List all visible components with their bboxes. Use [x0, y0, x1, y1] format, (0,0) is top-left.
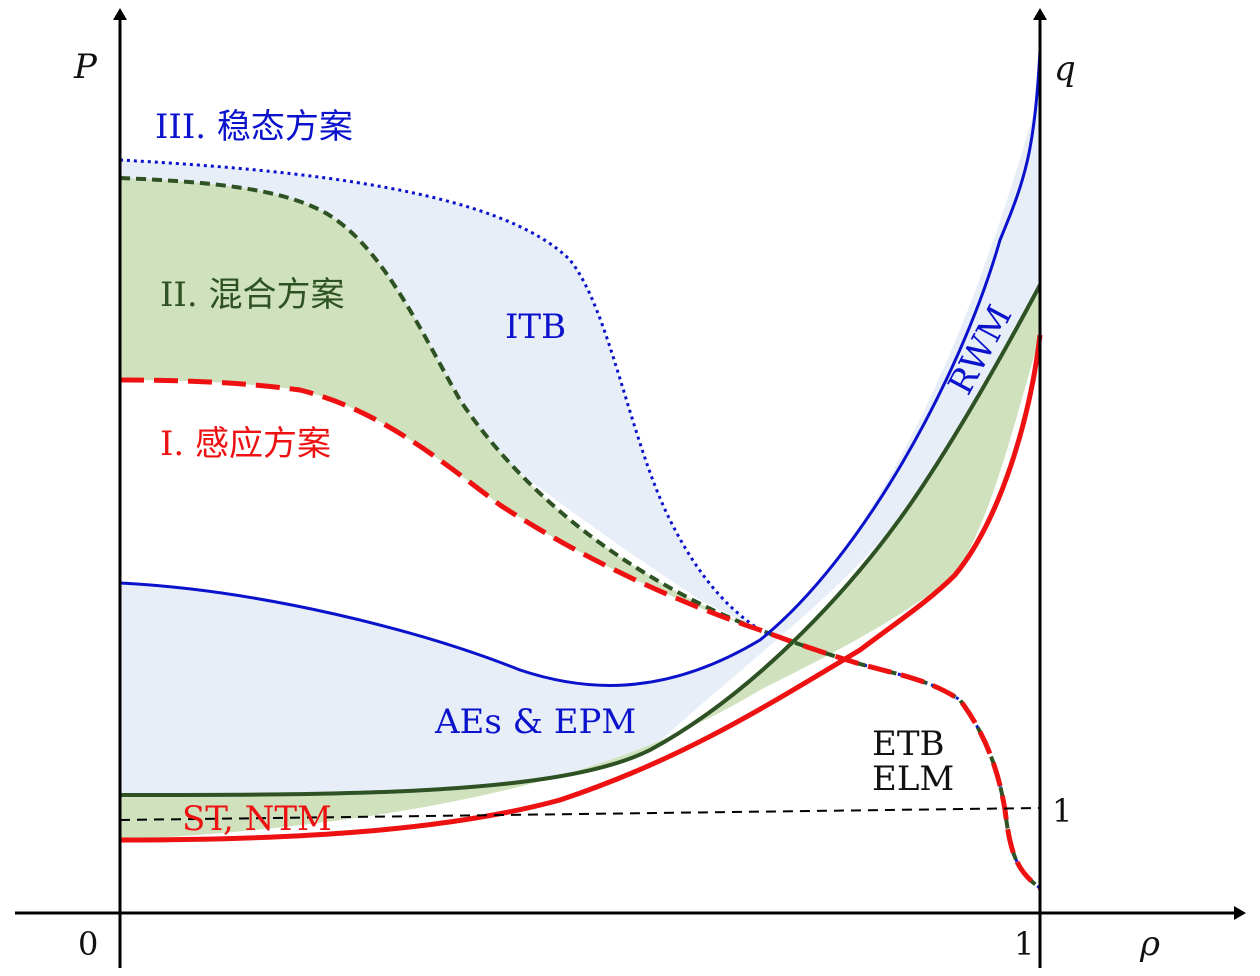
- itb-label: ITB: [505, 307, 566, 347]
- hybrid-pressure-region: [120, 178, 760, 630]
- inductive-scenario-label: I. 感应方案: [160, 424, 331, 464]
- hybrid-q-curve: [119, 284, 1042, 797]
- etb-label: ETB: [872, 724, 944, 764]
- q-one-label: 1: [1052, 792, 1072, 830]
- q-axis-label: q: [1054, 49, 1076, 89]
- rho-axis-label: ρ: [1139, 924, 1160, 964]
- elm-label: ELM: [872, 759, 954, 799]
- inductive-q-curve: [119, 334, 1043, 843]
- steady-pressure-region: [120, 160, 760, 630]
- aes-epm-label: AEs & EPM: [434, 702, 636, 742]
- steady-scenario-label: III. 稳态方案: [155, 107, 353, 147]
- inductive-pressure-curve: [119, 377, 1042, 891]
- q-equals-one-line: [119, 807, 1041, 821]
- hybrid-scenario-label: II. 混合方案: [160, 275, 344, 315]
- steady-q-curve: [119, 49, 1042, 687]
- origin-label: 0: [78, 925, 98, 963]
- pressure-axis-label: P: [73, 47, 98, 87]
- st-ntm-label: ST, NTM: [182, 799, 332, 839]
- x-one-label: 1: [1014, 925, 1034, 963]
